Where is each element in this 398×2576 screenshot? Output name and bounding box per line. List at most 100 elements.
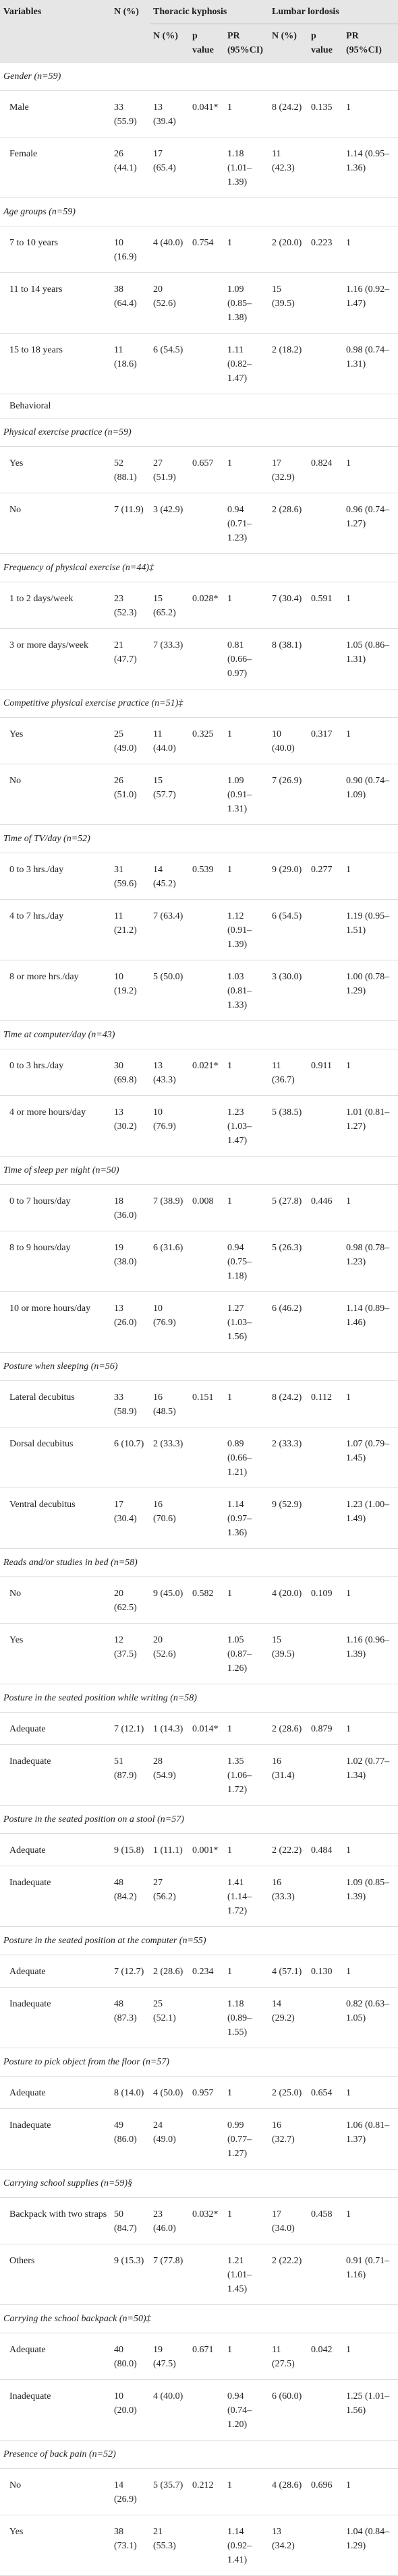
data-row: 0 to 7 hours/day 18 (36.0) 7 (38.9) 0.008 1 5… bbox=[0, 1184, 398, 1231]
data-row: Lateral decubitus 33 (58.9) 16 (48.5) 0.151… bbox=[0, 1380, 398, 1428]
tk-n: 19 (47.5) bbox=[150, 2333, 189, 2380]
ll-n: 5 (38.5) bbox=[268, 1095, 308, 1157]
n-total: 50 (84.7) bbox=[111, 2197, 150, 2244]
tk-pr: 0.94 (0.75–1.18) bbox=[224, 1231, 269, 1292]
ll-n: 3 (30.0) bbox=[268, 960, 308, 1021]
data-row: 15 to 18 years 11 (18.6) 6 (54.5) 1.11 (0.8… bbox=[0, 333, 398, 394]
n-total: 7 (12.7) bbox=[111, 1955, 150, 1988]
tk-pr: 1.05 (0.87–1.26) bbox=[224, 1623, 269, 1684]
ll-p-value bbox=[308, 1291, 343, 1353]
tk-n: 10 (76.9) bbox=[150, 1291, 189, 1353]
ll-n: 17 (34.0) bbox=[268, 2197, 308, 2244]
ll-pr: 1 bbox=[343, 2468, 398, 2515]
data-row: 1 to 2 days/week 23 (52.3) 15 (65.2) 0.028*… bbox=[0, 582, 398, 629]
ll-p-value bbox=[308, 1623, 343, 1684]
tk-p-value bbox=[189, 1623, 224, 1684]
data-row: Female 26 (44.1) 17 (65.4) 1.18 (1.01–1.39)… bbox=[0, 137, 398, 198]
n-total: 33 (55.9) bbox=[111, 90, 150, 137]
tk-p-value: 0.234 bbox=[189, 1955, 224, 1988]
section-row: Competitive physical exercise practice (… bbox=[0, 689, 398, 718]
ll-n: 14 (29.2) bbox=[268, 1987, 308, 2048]
tk-pr: 1 bbox=[224, 1380, 269, 1428]
row-label: Yes bbox=[0, 1623, 111, 1684]
row-label: Adequate bbox=[0, 1955, 111, 1988]
n-total: 7 (11.9) bbox=[111, 493, 150, 554]
n-total: 38 (64.4) bbox=[111, 272, 150, 334]
tk-pr: 1.14 (0.97–1.36) bbox=[224, 1488, 269, 1549]
tk-pr: 0.99 (0.77–1.27) bbox=[224, 2108, 269, 2170]
row-label: 10 or more hours/day bbox=[0, 1291, 111, 1353]
ll-p-value bbox=[308, 2379, 343, 2441]
tk-pr: 0.94 (0.74–1.20) bbox=[224, 2379, 269, 2441]
tk-n: 13 (43.3) bbox=[150, 1049, 189, 1096]
ll-pr: 1 bbox=[343, 90, 398, 137]
subheader: N (%) bbox=[268, 24, 308, 63]
tk-n: 3 (42.9) bbox=[150, 493, 189, 554]
ll-pr: 1.09 (0.85–1.39) bbox=[343, 1866, 398, 1927]
data-row: Male 33 (55.9) 13 (39.4) 0.041* 1 8 (24.2) 0.1… bbox=[0, 90, 398, 137]
tk-n: 13 (39.4) bbox=[150, 90, 189, 137]
row-label: 0 to 7 hours/day bbox=[0, 1184, 111, 1231]
tk-pr: 1.09 (0.91–1.31) bbox=[224, 764, 269, 825]
n-total: 8 (14.0) bbox=[111, 2076, 150, 2109]
tk-p-value bbox=[189, 1987, 224, 2048]
section-title: Posture when sleeping (n=56) bbox=[0, 1352, 398, 1381]
ll-p-value: 0.223 bbox=[308, 226, 343, 273]
ll-p-value: 0.591 bbox=[308, 582, 343, 629]
ll-pr: 1.16 (0.92–1.47) bbox=[343, 272, 398, 334]
tk-pr: 1.23 (1.03–1.47) bbox=[224, 1095, 269, 1157]
section-row: Posture in the seated position while wri… bbox=[0, 1684, 398, 1713]
tk-n: 17 (65.4) bbox=[150, 137, 189, 198]
data-row: 10 or more hours/day 13 (26.0) 10 (76.9) 1.… bbox=[0, 1291, 398, 1353]
ll-p-value: 0.824 bbox=[308, 446, 343, 493]
ll-n: 11 (36.7) bbox=[268, 1049, 308, 1096]
tk-n: 27 (51.9) bbox=[150, 446, 189, 493]
ll-pr: 1 bbox=[343, 1833, 398, 1866]
group-row: Behavioral bbox=[0, 394, 398, 419]
data-row: 4 or more hours/day 13 (30.2) 10 (76.9) 1.2… bbox=[0, 1095, 398, 1157]
section-row: Presence of back pain (n=52) bbox=[0, 2440, 398, 2469]
n-total: 33 (58.9) bbox=[111, 1380, 150, 1428]
section-title: Reads and/or studies in bed (n=58) bbox=[0, 1548, 398, 1577]
n-total: 51 (87.9) bbox=[111, 1744, 150, 1806]
ll-pr: 0.82 (0.63–1.05) bbox=[343, 1987, 398, 2048]
ll-p-value: 0.130 bbox=[308, 1955, 343, 1988]
n-total: 25 (49.0) bbox=[111, 717, 150, 764]
ll-n: 2 (28.6) bbox=[268, 493, 308, 554]
section-title: Frequency of physical exercise (n=44)‡ bbox=[0, 553, 398, 582]
row-label: No bbox=[0, 2468, 111, 2515]
ll-pr: 1 bbox=[343, 1712, 398, 1745]
n-total: 7 (12.1) bbox=[111, 1712, 150, 1745]
ll-pr: 1.00 (0.78–1.29) bbox=[343, 960, 398, 1021]
subheader: PR (95%CI) bbox=[224, 24, 269, 63]
row-label: 4 or more hours/day bbox=[0, 1095, 111, 1157]
tk-pr: 1 bbox=[224, 1576, 269, 1624]
n-total: 26 (44.1) bbox=[111, 137, 150, 198]
ll-pr: 1 bbox=[343, 2333, 398, 2380]
ll-n: 11 (42.3) bbox=[268, 137, 308, 198]
ll-p-value: 0.458 bbox=[308, 2197, 343, 2244]
section-title: Time of sleep per night (n=50) bbox=[0, 1156, 398, 1185]
section-title: Presence of back pain (n=52) bbox=[0, 2440, 398, 2469]
tk-pr: 1.09 (0.85–1.38) bbox=[224, 272, 269, 334]
tk-n: 1 (14.3) bbox=[150, 1712, 189, 1745]
ll-pr: 0.96 (0.74–1.27) bbox=[343, 493, 398, 554]
ll-n: 5 (27.8) bbox=[268, 1184, 308, 1231]
row-label: No bbox=[0, 1576, 111, 1624]
section-row: Posture in the seated position at the co… bbox=[0, 1926, 398, 1955]
header-variables: Variables bbox=[0, 0, 111, 63]
ll-n: 4 (20.0) bbox=[268, 1576, 308, 1624]
tk-pr: 1.12 (0.91–1.39) bbox=[224, 899, 269, 960]
tk-pr: 1 bbox=[224, 2076, 269, 2109]
n-total: 18 (36.0) bbox=[111, 1184, 150, 1231]
row-label: 4 to 7 hrs./day bbox=[0, 899, 111, 960]
tk-pr: 1.03 (0.81–1.33) bbox=[224, 960, 269, 1021]
section-title: Age groups (n=59) bbox=[0, 197, 398, 226]
tk-p-value bbox=[189, 764, 224, 825]
data-row: Inadequate 49 (86.0) 24 (49.0) 0.99 (0.77–1… bbox=[0, 2108, 398, 2170]
data-row: 0 to 3 hrs./day 30 (69.8) 13 (43.3) 0.021* 1… bbox=[0, 1049, 398, 1096]
row-label: Inadequate bbox=[0, 2108, 111, 2170]
data-row: Adequate 9 (15.8) 1 (11.1) 0.001* 1 2 (22.2) 0… bbox=[0, 1833, 398, 1866]
row-label: Inadequate bbox=[0, 1987, 111, 2048]
ll-pr: 1 bbox=[343, 226, 398, 273]
